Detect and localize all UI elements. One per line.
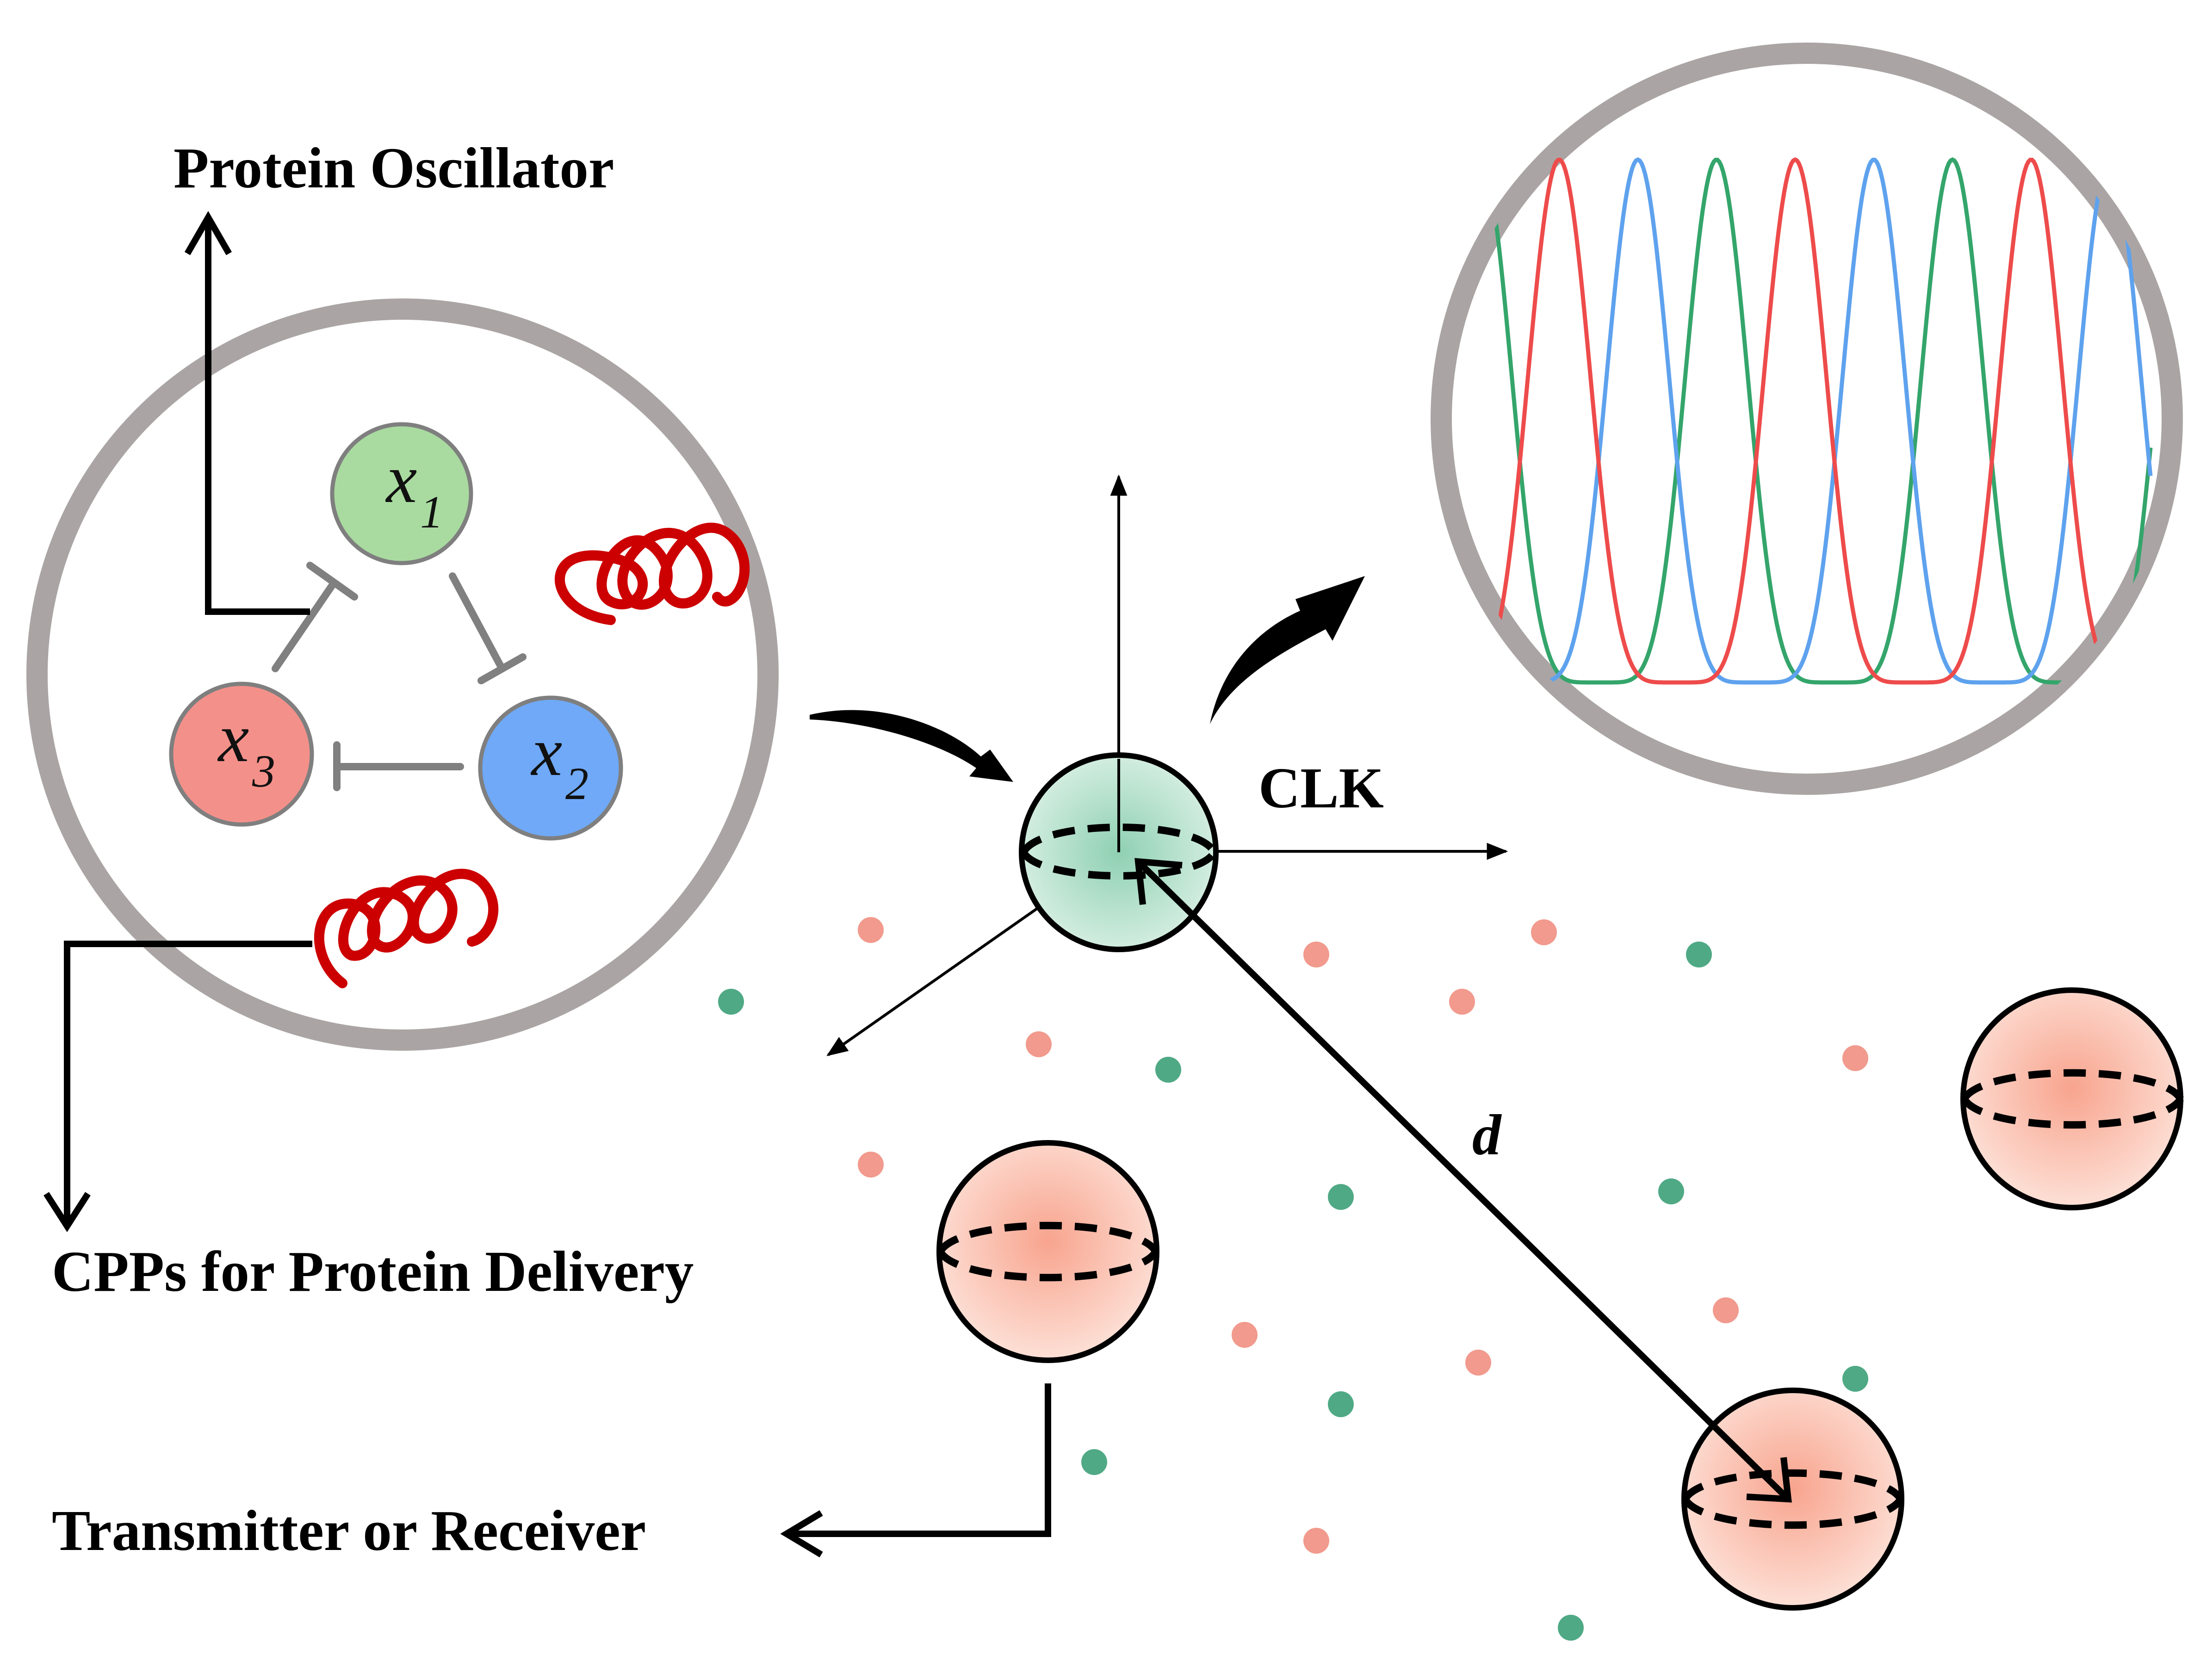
molecule-dot-red — [1713, 1297, 1739, 1323]
node-x1-var: x — [385, 440, 417, 517]
molecule-dot-red — [1465, 1350, 1491, 1376]
distance-label: d — [1472, 1103, 1502, 1167]
clk-label: CLK — [1258, 756, 1384, 820]
distance-arrow — [1134, 858, 1792, 1503]
node-x2: x 2 — [478, 695, 623, 841]
node-x3: x 3 — [169, 682, 314, 827]
molecule-dot-green — [1328, 1184, 1354, 1210]
molecule-dot-red — [1303, 942, 1329, 967]
molecule-dots — [718, 917, 1868, 1641]
transmitter-connector-line — [787, 1383, 1051, 1537]
helix-icon — [554, 522, 750, 625]
molecule-dot-green — [718, 989, 744, 1015]
transmitter-receiver-label: Transmitter or Receiver — [52, 1499, 646, 1563]
molecule-dot-red — [1449, 989, 1475, 1015]
oscillator-cell-ring — [26, 298, 779, 1051]
molecule-dot-green — [1328, 1391, 1354, 1417]
helix-icon — [314, 868, 499, 988]
molecule-dot-green — [1658, 1178, 1684, 1204]
molecule-dot-red — [1303, 1528, 1329, 1554]
node-x1-sub: 1 — [420, 486, 443, 538]
peer-cell — [1960, 987, 2184, 1210]
inhibition-arrow-icon — [272, 562, 358, 672]
cpps-arrowhead — [43, 1192, 91, 1232]
curved-arrow-icon — [1210, 576, 1365, 724]
molecule-dot-red — [858, 917, 884, 943]
molecule-dot-green — [1155, 1057, 1181, 1083]
wave-green — [1469, 157, 2153, 685]
molecule-dot-green — [1558, 1615, 1584, 1641]
molecule-dot-red — [1026, 1031, 1052, 1057]
inhibition-edges — [272, 562, 527, 791]
molecule-dot-red — [1842, 1045, 1868, 1071]
transmitter-arrowhead — [780, 1510, 823, 1558]
oscillator-arrowhead — [184, 211, 232, 255]
cpps-connector-line — [64, 941, 312, 1226]
receiver-cell — [1681, 1388, 1904, 1611]
protein-oscillator-label: Protein Oscillator — [174, 136, 614, 200]
node-x2-sub: 2 — [565, 758, 589, 809]
wave-red — [1470, 157, 2150, 685]
molecule-dot-red — [1232, 1322, 1258, 1348]
molecule-dot-red — [858, 1152, 884, 1178]
node-x2-var: x — [531, 713, 563, 790]
inhibition-arrow-icon — [333, 741, 464, 791]
molecule-dot-green — [1842, 1366, 1868, 1392]
transmitter-receiver-cell — [936, 1140, 1159, 1363]
oscillation-waveforms — [1469, 157, 2153, 685]
inhibition-arrow-icon — [449, 572, 527, 684]
molecule-dot-green — [1686, 942, 1712, 967]
curved-arrow-icon — [810, 710, 1013, 782]
wave-blue — [1469, 157, 2153, 685]
node-x3-var: x — [217, 700, 249, 776]
oscillator-connector-line — [205, 217, 310, 615]
molecule-dot-green — [1081, 1449, 1107, 1475]
waveform-inset-ring — [1431, 43, 2183, 795]
molecule-dot-red — [1531, 919, 1557, 945]
node-x1: x 1 — [330, 422, 473, 565]
cpps-label: CPPs for Protein Delivery — [52, 1240, 694, 1304]
node-x3-sub: 3 — [252, 745, 275, 797]
